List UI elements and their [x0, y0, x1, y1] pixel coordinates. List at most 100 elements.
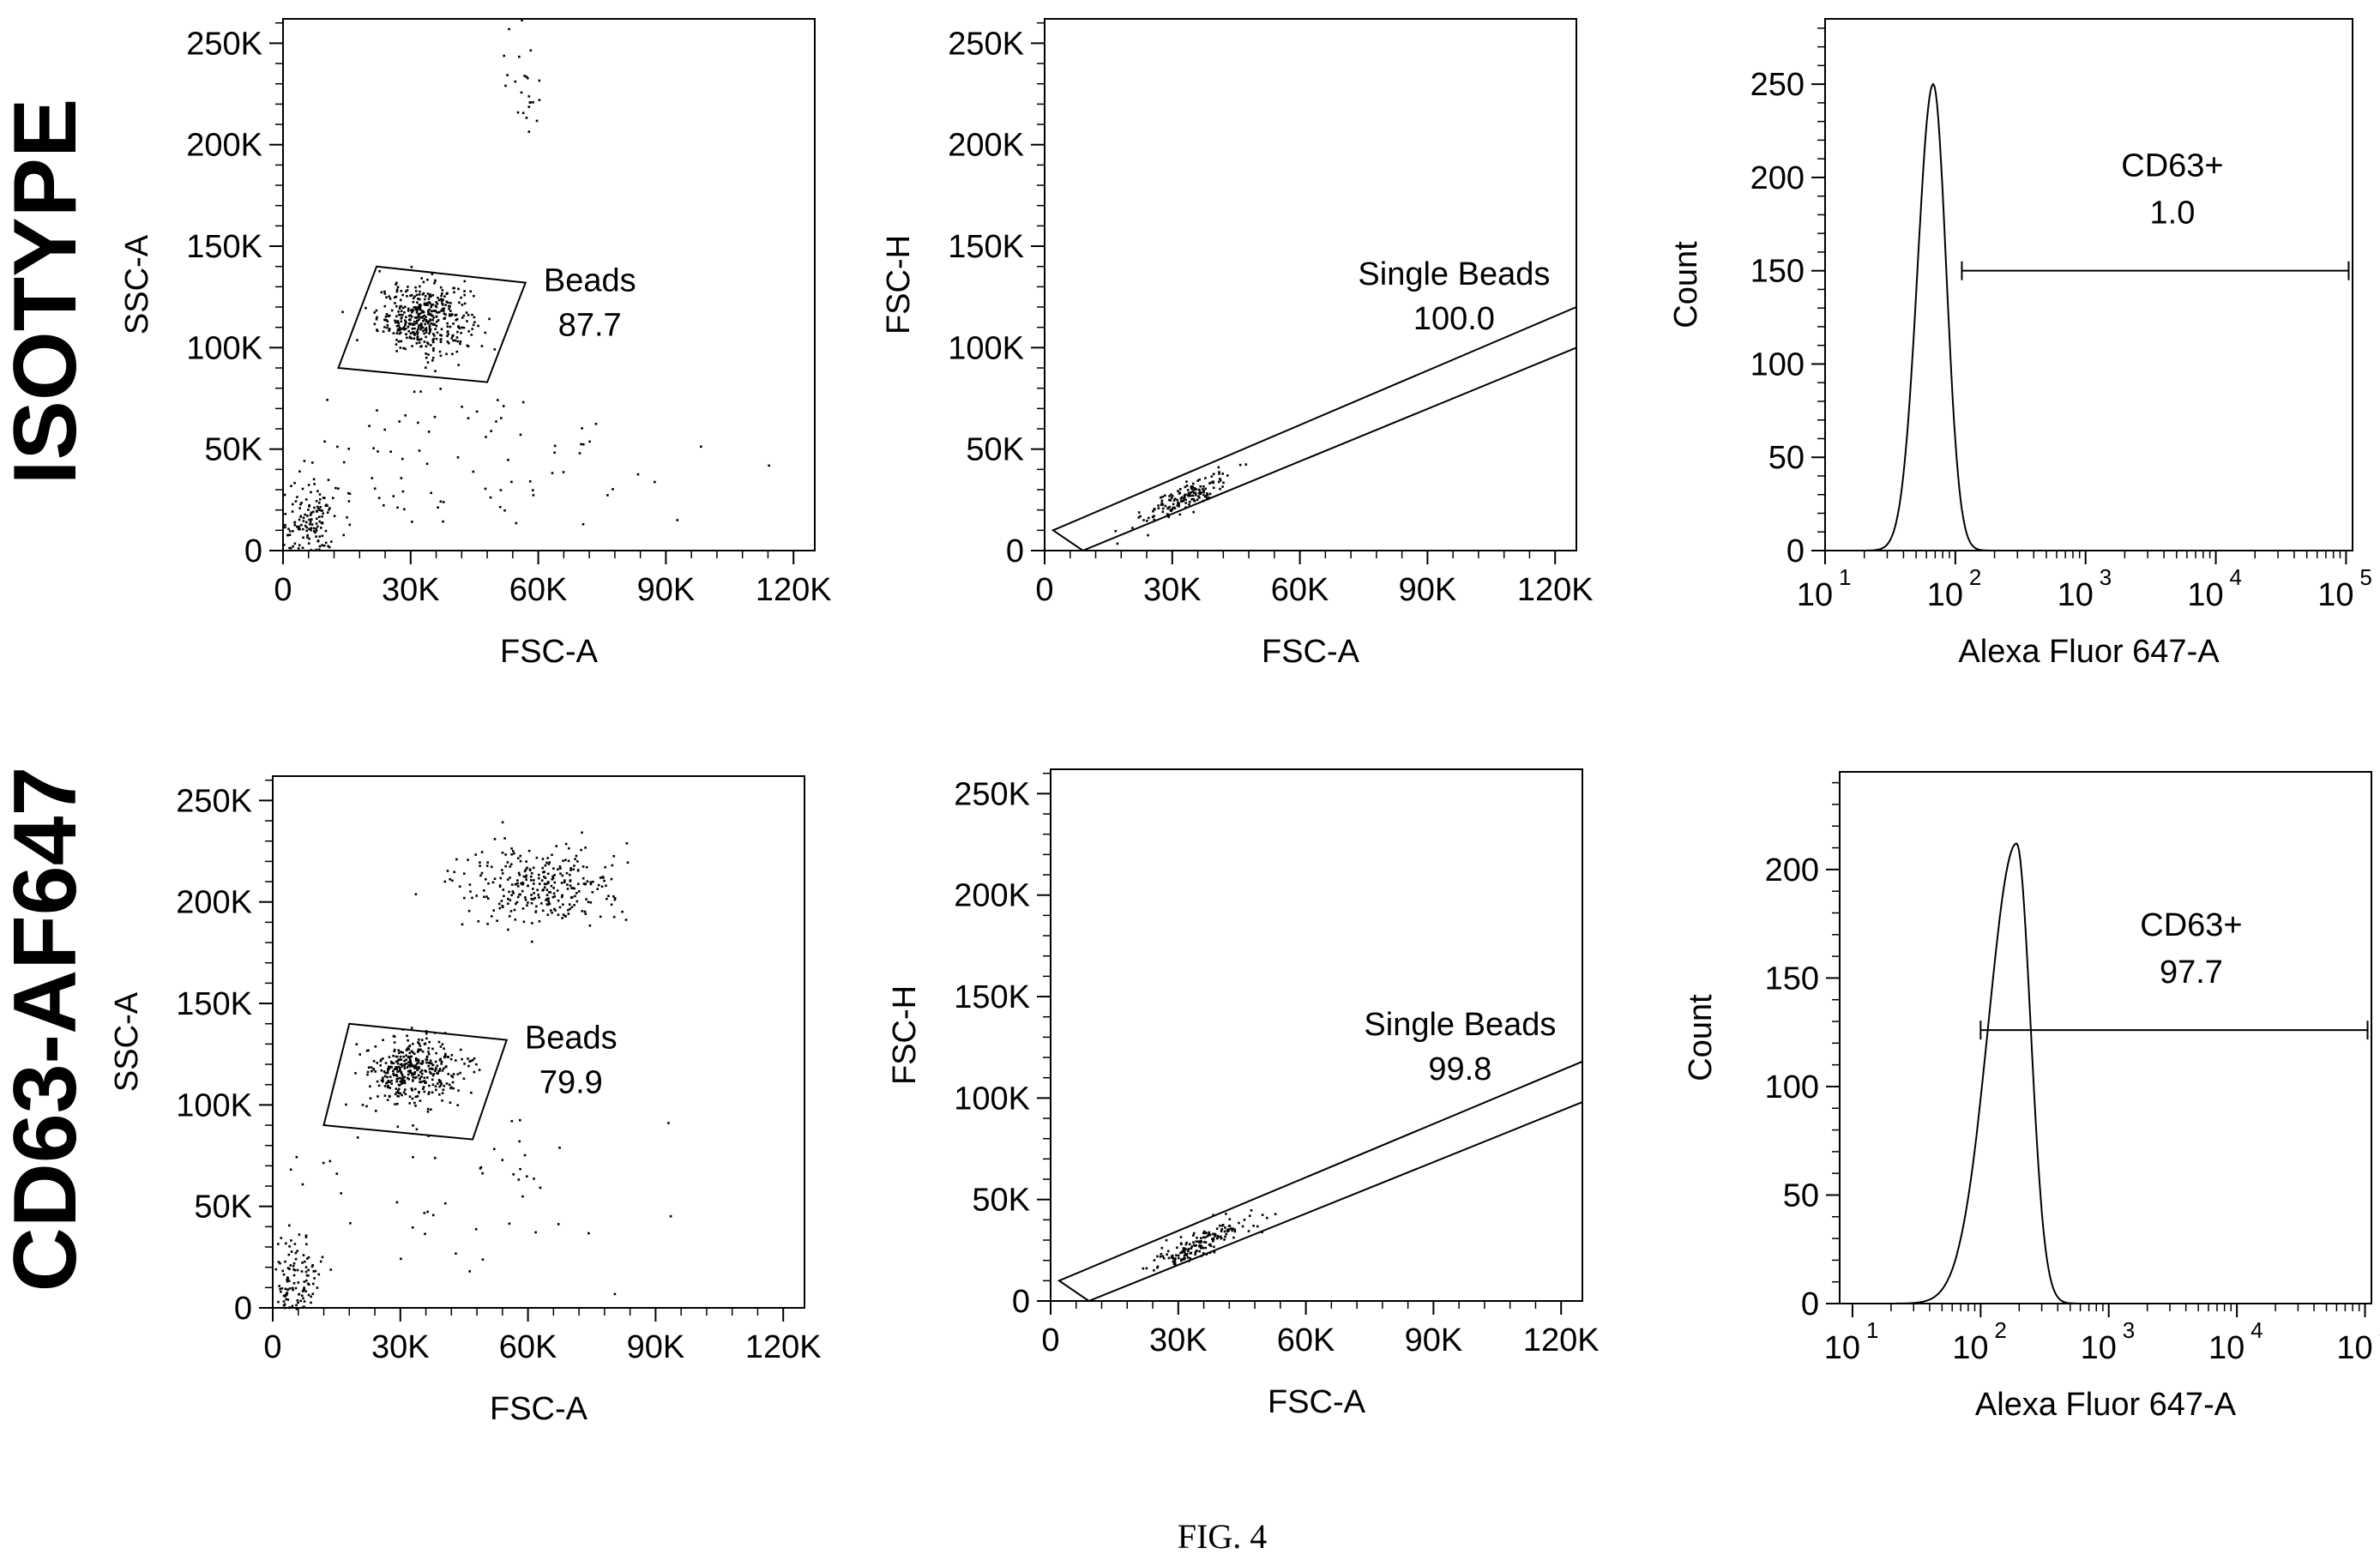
scatter-point: [290, 1239, 292, 1242]
scatter-point: [425, 462, 429, 466]
scatter-point: [415, 342, 419, 345]
scatter-point: [430, 305, 433, 309]
scatter-point: [431, 318, 434, 322]
scatter-point: [308, 518, 310, 521]
scatter-point: [436, 311, 439, 314]
scatter-point: [398, 1084, 401, 1087]
scatter-point: [413, 316, 417, 319]
scatter-point: [1193, 487, 1196, 490]
scatter-point: [539, 1186, 542, 1190]
scatter-point: [544, 876, 547, 879]
y-tick-label: 0: [1787, 533, 1805, 569]
scatter-point: [501, 872, 504, 875]
scatter-point: [551, 912, 553, 914]
scatter-point: [400, 290, 403, 292]
scatter-point: [427, 322, 430, 325]
scatter-point: [1227, 1228, 1231, 1231]
scatter-point: [401, 306, 405, 310]
scatter-point: [303, 1305, 306, 1309]
scatter-point: [414, 893, 418, 895]
scatter-point: [562, 913, 565, 916]
scatter-point: [417, 1041, 419, 1044]
scatter-point: [1177, 501, 1179, 504]
scatter-point: [409, 1060, 412, 1063]
scatter-point: [400, 1058, 403, 1061]
scatter-point: [574, 858, 576, 860]
scatter-point: [1159, 1256, 1162, 1258]
scatter-point: [501, 905, 504, 907]
scatter-point: [288, 1306, 291, 1309]
scatter-point: [347, 448, 350, 450]
scatter-point: [380, 1079, 383, 1081]
scatter-point: [1183, 1254, 1186, 1257]
scatter-point: [305, 1274, 309, 1277]
scatter-point: [300, 502, 303, 504]
scatter-point: [407, 1063, 410, 1067]
scatter-point: [1172, 499, 1176, 502]
scatter-point: [507, 902, 509, 905]
scatter-point: [387, 315, 390, 317]
scatter-point: [573, 887, 575, 890]
scatter-point: [423, 317, 426, 321]
scatter-point: [577, 882, 580, 885]
scatter-point: [311, 461, 314, 464]
scatter-point: [1208, 492, 1212, 496]
scatter-point: [581, 876, 585, 880]
scatter-point: [1193, 488, 1196, 491]
scatter-point: [444, 1052, 447, 1056]
scatter-point: [501, 821, 504, 824]
scatter-point: [307, 1274, 310, 1277]
scatter-point: [410, 337, 413, 340]
scatter-point: [611, 864, 614, 867]
scatter-point: [280, 1237, 283, 1239]
gate-value: 79.9: [539, 1065, 603, 1101]
scatter-point: [431, 303, 435, 306]
scatter-point: [586, 880, 589, 882]
scatter-point: [577, 890, 581, 893]
scatter-point: [407, 325, 410, 328]
scatter-point: [463, 293, 466, 297]
scatter-point: [474, 853, 477, 856]
scatter-point: [421, 310, 424, 312]
scatter-point: [395, 315, 398, 318]
scatter-point: [299, 1299, 302, 1303]
scatter-point: [462, 1077, 466, 1080]
scatter-point: [426, 278, 429, 281]
y-axis-title: FSC-H: [887, 985, 923, 1085]
scatter-point: [553, 894, 557, 898]
scatter-point: [1146, 520, 1148, 522]
scatter-point: [1212, 1238, 1215, 1241]
scatter-point: [489, 496, 492, 499]
scatter-point: [1194, 492, 1197, 495]
scatter-point: [567, 912, 570, 915]
scatter-point: [535, 905, 538, 908]
scatter-point: [396, 286, 400, 289]
scatter-point: [404, 347, 407, 351]
scatter-point: [409, 294, 412, 298]
scatter-point: [417, 1059, 420, 1063]
scatter-point: [413, 320, 416, 323]
scatter-point: [1198, 497, 1201, 499]
scatter-point: [1169, 499, 1172, 502]
y-tick-label: 100K: [186, 330, 262, 366]
scatter-point: [581, 427, 583, 430]
scatter-point: [543, 882, 546, 885]
scatter-point: [569, 869, 572, 871]
scatter-point: [322, 1161, 325, 1165]
scatter-point: [445, 300, 449, 304]
scatter-point: [700, 445, 702, 449]
scatter-point: [429, 330, 431, 333]
scatter-point: [488, 317, 491, 321]
scatter-point: [412, 1065, 414, 1068]
scatter-point: [375, 1110, 377, 1112]
scatter-point: [440, 334, 443, 337]
scatter-point: [456, 456, 460, 459]
scatter-point: [284, 523, 286, 527]
scatter-point: [469, 890, 472, 893]
scatter-point: [426, 1210, 429, 1214]
scatter-point: [1180, 499, 1183, 503]
scatter-point: [428, 332, 431, 335]
gate-polygon: [1051, 305, 1577, 552]
